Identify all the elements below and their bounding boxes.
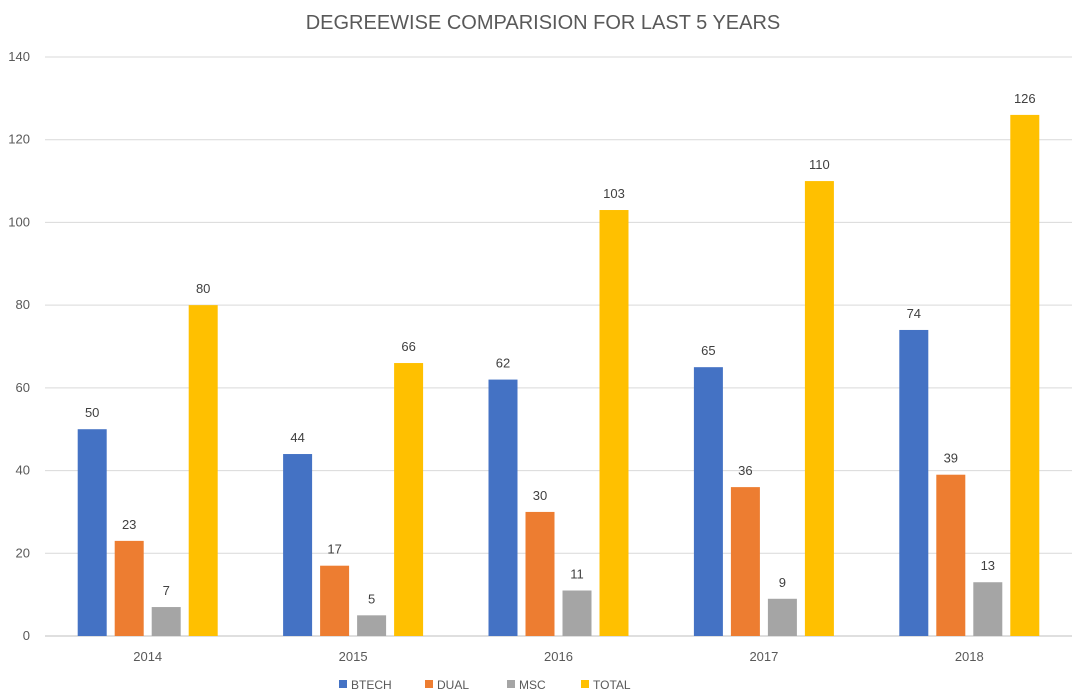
data-label-msc-2017: 9 [779,575,786,590]
bar-dual-2017 [730,487,760,636]
data-label-total-2016: 103 [603,186,625,201]
data-labels: 50 23 7 80 44 17 5 66 62 30 11 103 65 36 9 110 74 39 13 126 [85,91,1036,606]
legend-swatch-msc [507,680,515,688]
bar-btech-2015 [283,454,313,636]
x-axis-ticks: 2014 2015 2016 2017 2018 [133,649,984,664]
data-label-dual-2015: 17 [327,542,341,557]
y-axis-ticks: 0 20 40 60 80 100 120 140 [8,49,30,643]
bar-btech-2017 [693,367,723,636]
legend: BTECH DUAL MSC TOTAL [339,678,631,692]
bar-msc-2016 [562,590,592,636]
data-label-btech-2016: 62 [496,356,510,371]
x-tick-label: 2015 [339,649,368,664]
bar-msc-2014 [151,607,181,636]
legend-swatch-dual [425,680,433,688]
bar-msc-2018 [973,582,1003,636]
bar-total-2018 [1010,114,1040,636]
legend-swatch-total [581,680,589,688]
x-tick-label: 2014 [133,649,162,664]
data-label-total-2014: 80 [196,281,210,296]
legend-label-total: TOTAL [593,678,631,692]
data-label-dual-2017: 36 [738,463,752,478]
data-label-dual-2018: 39 [944,451,958,466]
data-label-total-2018: 126 [1014,91,1036,106]
bar-msc-2017 [767,598,797,636]
bar-btech-2018 [899,329,929,636]
legend-swatch-btech [339,680,347,688]
data-label-total-2017: 110 [809,157,830,172]
bar-btech-2016 [488,379,518,636]
y-tick-label: 80 [16,297,30,312]
bar-btech-2014 [77,429,107,636]
bar-dual-2018 [936,474,966,636]
chart-title: DEGREEWISE COMPARISION FOR LAST 5 YEARS [306,12,781,34]
y-tick-label: 20 [16,545,30,560]
bar-total-2015 [394,363,424,636]
y-tick-label: 140 [8,49,30,64]
data-label-total-2015: 66 [401,339,415,354]
data-label-btech-2015: 44 [290,430,304,445]
data-label-dual-2016: 30 [533,488,547,503]
legend-label-dual: DUAL [437,678,469,692]
data-label-msc-2015: 5 [368,591,375,606]
y-tick-label: 120 [8,132,30,147]
y-tick-label: 100 [8,214,30,229]
bar-msc-2015 [357,615,387,636]
bar-dual-2015 [320,565,350,636]
legend-label-btech: BTECH [351,678,392,692]
legend-label-msc: MSC [519,678,546,692]
data-label-msc-2016: 11 [570,567,584,582]
data-label-btech-2018: 74 [907,306,921,321]
x-tick-label: 2018 [955,649,984,664]
data-label-msc-2014: 7 [163,583,170,598]
x-tick-label: 2017 [749,649,778,664]
data-label-btech-2017: 65 [701,343,715,358]
y-tick-label: 0 [23,628,30,643]
y-tick-label: 60 [16,380,30,395]
x-tick-label: 2016 [544,649,573,664]
data-label-dual-2014: 23 [122,517,136,532]
bar-total-2014 [188,305,218,636]
bar-dual-2014 [114,540,144,636]
bar-total-2017 [804,181,834,637]
y-tick-label: 40 [16,463,30,478]
data-label-msc-2018: 13 [981,558,995,573]
bars [77,114,1040,637]
bar-dual-2016 [525,511,555,636]
data-label-btech-2014: 50 [85,405,99,420]
bar-total-2016 [599,210,629,636]
